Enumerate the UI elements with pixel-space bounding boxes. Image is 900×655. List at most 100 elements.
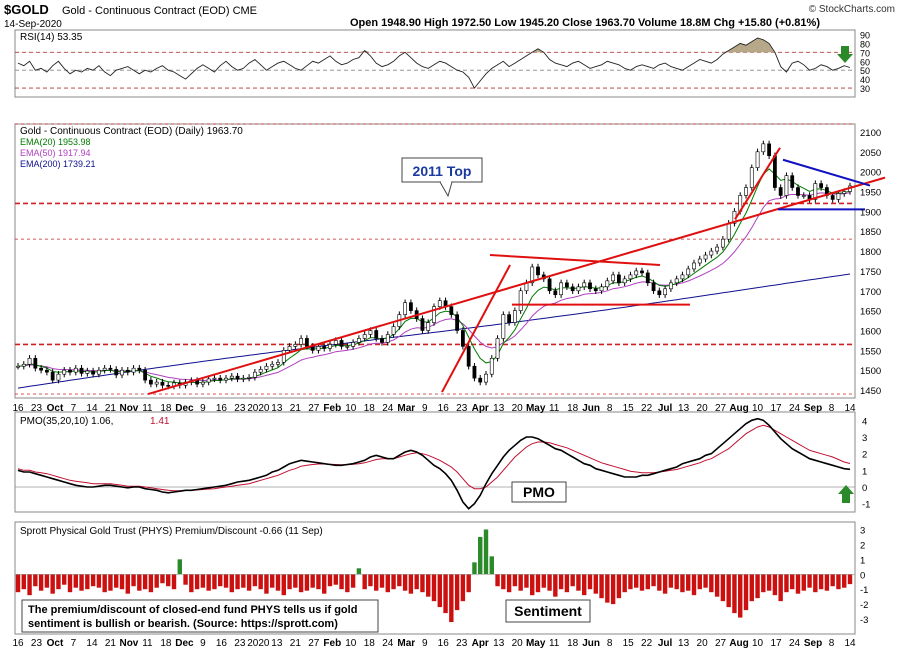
price-candle (559, 282, 564, 296)
premium-discount-bar (749, 574, 754, 602)
price-candle (91, 370, 96, 375)
x-label-upper: May (526, 403, 546, 414)
x-label-lower: 21 (105, 638, 117, 649)
premium-discount-bar (119, 574, 125, 590)
price-candle (784, 175, 789, 196)
premium-discount-bar (414, 574, 419, 590)
x-label-upper: 8 (829, 403, 835, 414)
premium-discount-bar (310, 574, 315, 588)
x-label-lower: Sep (804, 638, 822, 649)
price-candle (73, 367, 78, 373)
premium-discount-bar (801, 574, 806, 591)
price-candle (778, 187, 783, 196)
rsi-tick-90: 90 (860, 30, 870, 40)
premium-discount-bar (483, 529, 489, 575)
sentiment-label: Sprott Physical Gold Trust (PHYS) Premiu… (20, 526, 323, 537)
price-candle (166, 384, 171, 387)
premium-discount-bar (813, 574, 818, 593)
premium-discount-bar (368, 574, 373, 587)
price-candle (16, 365, 20, 368)
price-candle (276, 361, 280, 365)
premium-discount-bar (784, 574, 789, 593)
x-label-upper: 13 (493, 403, 505, 414)
premium-discount-bar (449, 574, 454, 623)
x-label-upper: Sep (804, 403, 822, 414)
price-candle (530, 266, 535, 284)
premium-discount-bar (662, 574, 668, 594)
pmo-panel-frame (14, 411, 856, 513)
price-candle (374, 330, 379, 339)
premium-discount-bar (582, 574, 587, 596)
x-label-upper: Jul (658, 403, 673, 414)
price-candle (235, 375, 240, 380)
annotation-pmo: PMO (511, 481, 567, 503)
x-label-lower: 10 (345, 638, 357, 649)
x-label-lower: 14 (844, 638, 856, 649)
price-candle (299, 338, 304, 345)
price-candle (281, 350, 286, 363)
premium-discount-bar (634, 574, 639, 588)
price-candle (143, 369, 148, 381)
premium-discount-bar (327, 574, 333, 587)
price-candle (241, 377, 246, 380)
price-candle (247, 377, 252, 379)
price-candle (582, 282, 587, 288)
price-candle (160, 381, 165, 386)
pmo-tick-3: 3 (862, 433, 867, 444)
price-candle (120, 369, 124, 376)
chart-date: 14-Sep-2020 (4, 19, 62, 30)
x-label-lower: 23 (31, 638, 43, 649)
premium-discount-bar (281, 574, 286, 596)
price-tick-1650: 1650 (860, 307, 881, 318)
x-label-upper: 23 (456, 403, 468, 414)
sentiment-tick--3: -3 (860, 615, 868, 626)
premium-discount-bar (830, 574, 835, 587)
x-label-lower: Apr (472, 638, 489, 649)
x-label-lower: 21 (290, 638, 302, 649)
x-label-upper: 14 (844, 403, 856, 414)
price-candle (322, 346, 327, 349)
premium-discount-bar (408, 574, 414, 594)
price-candle (229, 375, 234, 379)
price-candle (287, 346, 292, 351)
x-label-lower: 10 (752, 638, 764, 649)
premium-discount-bar (270, 574, 275, 588)
x-label-lower: Dec (175, 638, 194, 649)
price-candle (489, 357, 494, 375)
rsi-panel-frame (14, 29, 856, 98)
price-candle (356, 338, 361, 343)
x-label-upper: Apr (472, 403, 489, 414)
premium-discount-bar (732, 574, 737, 614)
premium-discount-bar (137, 574, 142, 591)
premium-discount-bar (142, 574, 148, 590)
x-label-upper: 27 (715, 403, 727, 414)
premium-discount-bar (501, 574, 506, 590)
x-label-upper: Mar (397, 403, 415, 414)
premium-discount-bar (426, 574, 431, 597)
x-label-lower: 27 (715, 638, 727, 649)
x-label-lower: Aug (729, 638, 748, 649)
price-candle (692, 262, 696, 270)
premium-discount-bar (391, 574, 396, 590)
price-candle (316, 346, 321, 351)
price-candle (634, 270, 639, 276)
premium-discount-bar (818, 574, 824, 590)
price-candle (420, 318, 425, 331)
x-label-upper: 15 (623, 403, 635, 414)
premium-discount-bar (189, 574, 194, 593)
price-candle (478, 377, 483, 383)
x-label-lower: 24 (789, 638, 801, 649)
x-label-lower: 23 (456, 638, 468, 649)
price-candle (56, 373, 61, 381)
premium-discount-bar (738, 574, 743, 618)
premium-discount-bar (686, 574, 691, 591)
price-tick-2100: 2100 (860, 128, 881, 139)
premium-discount-bar (437, 574, 442, 608)
x-label-lower: Jul (658, 638, 673, 649)
price-candle (102, 367, 107, 371)
price-candle (744, 187, 748, 196)
premium-discount-bar (639, 574, 645, 591)
x-label-upper: 16 (438, 403, 450, 414)
premium-discount-bar (33, 574, 38, 587)
x-label-lower: Jun (582, 638, 600, 649)
